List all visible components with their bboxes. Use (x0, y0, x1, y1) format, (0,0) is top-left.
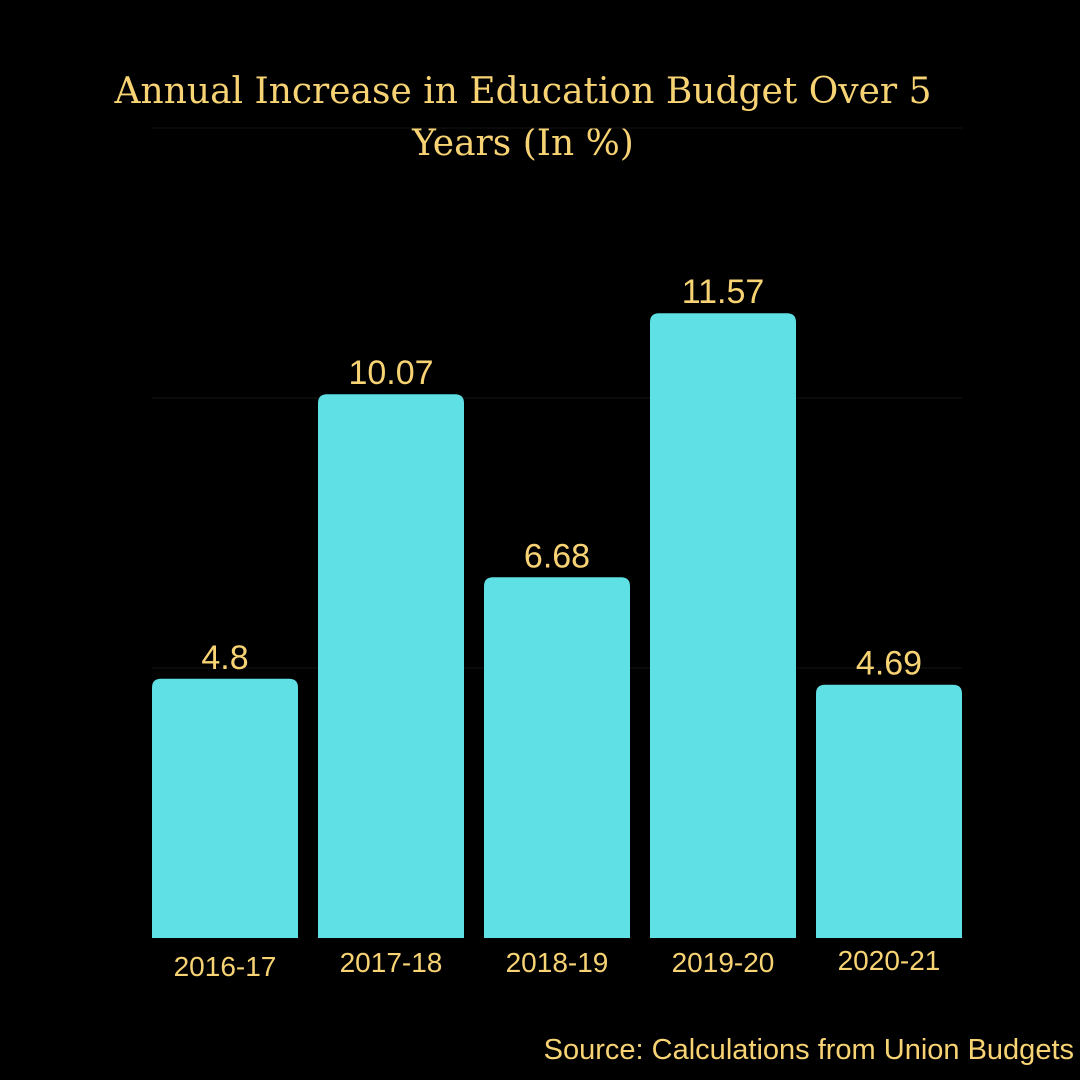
bars (152, 313, 962, 939)
chart-title-line-1: Annual Increase in Education Budget Over… (114, 71, 932, 112)
bar-2020-21 (816, 684, 962, 938)
bar-2019-20 (650, 313, 796, 939)
x-axis-tick-labels: 2016-17 2017-18 2018-19 2019-20 2020-21 (174, 945, 941, 982)
data-label-2017-18: 10.07 (348, 354, 433, 392)
bar-2018-19 (484, 577, 630, 938)
x-tick-2019-20: 2019-20 (672, 947, 775, 978)
source-note: Source: Calculations from Union Budgets (543, 1034, 1074, 1066)
data-label-2019-20: 11.57 (682, 273, 765, 311)
data-label-2018-19: 6.68 (524, 537, 590, 575)
x-tick-2017-18: 2017-18 (340, 947, 443, 978)
x-tick-2018-19: 2018-19 (506, 947, 609, 978)
x-tick-2016-17: 2016-17 (174, 951, 277, 982)
x-tick-2020-21: 2020-21 (838, 945, 941, 976)
chart-title: Annual Increase in Education Budget Over… (0, 66, 1046, 170)
data-label-2016-17: 4.8 (201, 639, 248, 677)
bar-2017-18 (318, 394, 464, 939)
chart-title-line-2: Years (In %) (412, 123, 634, 164)
data-labels: 4.8 10.07 6.68 11.57 4.69 (201, 273, 922, 683)
bar-2016-17 (152, 678, 298, 938)
data-label-2020-21: 4.69 (856, 645, 922, 683)
